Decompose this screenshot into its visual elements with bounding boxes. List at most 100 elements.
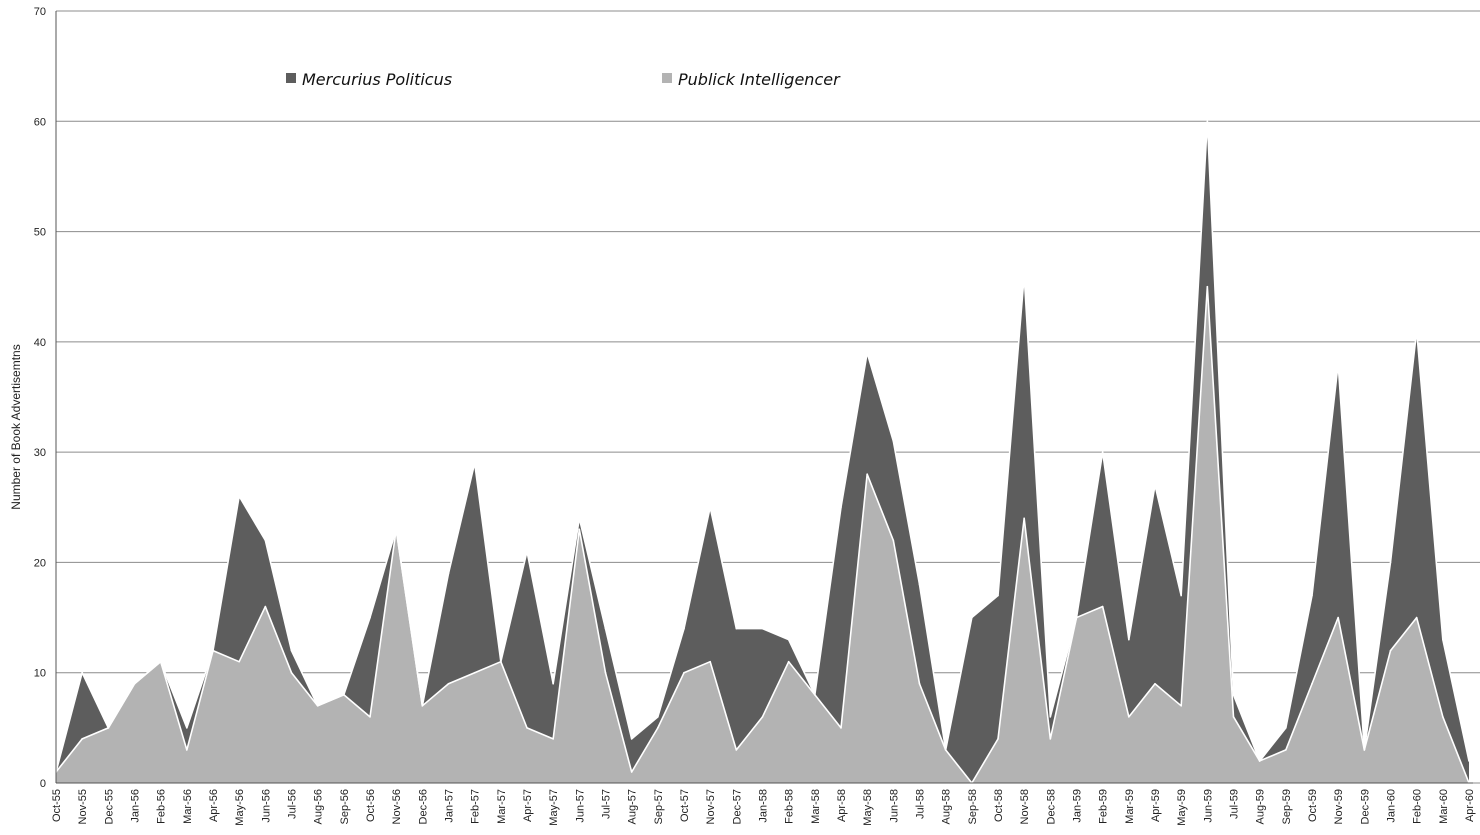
x-tick-label: Aug-57 — [627, 789, 639, 824]
data-point-mercurius-politicus — [133, 682, 136, 685]
data-point-mercurius-politicus — [290, 649, 293, 652]
data-point-publick-intelligencer — [1442, 716, 1444, 718]
data-point-mercurius-politicus — [1311, 594, 1313, 597]
y-tick-label: 10 — [34, 668, 46, 680]
x-tick-label: Feb-58 — [784, 789, 796, 824]
data-point-mercurius-politicus — [578, 517, 581, 520]
x-tick-label: Feb-57 — [470, 789, 482, 824]
x-tick-label: Jun-58 — [888, 789, 900, 823]
data-point-mercurius-politicus — [604, 627, 607, 630]
x-tick-label: Mar-57 — [496, 789, 508, 824]
data-point-mercurius-politicus — [1075, 616, 1078, 619]
data-point-mercurius-politicus — [186, 727, 188, 729]
data-point-mercurius-politicus — [343, 693, 345, 696]
x-tick-label: Sep-56 — [339, 789, 351, 824]
y-tick-label: 60 — [34, 116, 46, 128]
data-point-publick-intelligencer — [552, 738, 554, 740]
x-tick-label: Jun-59 — [1202, 789, 1214, 823]
data-point-publick-intelligencer — [1389, 649, 1392, 652]
data-point-mercurius-politicus — [892, 440, 895, 442]
data-point-mercurius-politicus — [1337, 363, 1339, 365]
x-tick-label: Nov-59 — [1333, 789, 1345, 824]
data-point-publick-intelligencer — [1180, 705, 1182, 707]
data-point-publick-intelligencer — [997, 738, 999, 740]
legend-label-mercurius-politicus: Mercurius Politicus — [302, 70, 452, 89]
x-tick-label: Aug-58 — [941, 789, 953, 824]
data-point-publick-intelligencer — [630, 771, 633, 773]
data-point-mercurius-politicus — [1285, 727, 1287, 729]
x-tick-labels: Oct-55 Nov-55 Dec-55 Jan-56 Feb-56 Mar-56 Apr-… — [51, 789, 1476, 826]
data-point-mercurius-politicus — [212, 649, 214, 652]
data-point-publick-intelligencer — [918, 682, 921, 685]
x-tick-label: May-56 — [234, 789, 246, 826]
data-point-mercurius-politicus — [709, 506, 711, 509]
data-point-publick-intelligencer — [473, 671, 476, 674]
x-tick-label: Jul-59 — [1229, 789, 1241, 819]
x-tick-label: May-57 — [548, 789, 560, 826]
data-point-mercurius-politicus — [787, 638, 790, 641]
data-point-mercurius-politicus — [1128, 638, 1130, 641]
data-point-publick-intelligencer — [186, 749, 188, 751]
x-tick-label: Nov-55 — [77, 789, 89, 824]
data-point-publick-intelligencer — [1154, 682, 1156, 685]
data-point-mercurius-politicus — [971, 616, 973, 619]
x-tick-label: May-58 — [862, 789, 874, 826]
data-point-mercurius-politicus — [630, 738, 633, 740]
data-point-mercurius-politicus — [369, 616, 371, 619]
x-tick-label: Apr-56 — [208, 789, 220, 822]
data-point-publick-intelligencer — [892, 539, 895, 542]
data-point-mercurius-politicus — [107, 727, 110, 729]
data-point-publick-intelligencer — [1232, 716, 1235, 718]
x-tick-label: Sep-58 — [967, 789, 979, 824]
data-point-publick-intelligencer — [369, 716, 371, 718]
x-tick-label: Oct-59 — [1307, 789, 1319, 822]
x-tick-label: Oct-58 — [993, 789, 1005, 822]
y-tick-labels: 0 10 20 30 40 50 60 70 — [34, 6, 46, 790]
x-tick-label: Oct-55 — [51, 789, 63, 822]
legend-swatch-publick-intelligencer — [662, 73, 672, 83]
x-tick-label: Jul-57 — [601, 789, 613, 819]
data-point-mercurius-politicus — [159, 660, 162, 663]
y-tick-label: 40 — [34, 337, 46, 349]
data-point-mercurius-politicus — [814, 693, 816, 696]
data-point-mercurius-politicus — [395, 528, 397, 531]
data-point-publick-intelligencer — [1311, 682, 1313, 685]
legend: Mercurius Politicus Publick Intelligencer — [286, 70, 841, 89]
data-point-mercurius-politicus — [1232, 693, 1235, 696]
data-point-mercurius-politicus — [1363, 749, 1366, 751]
x-tick-label: Apr-57 — [522, 789, 534, 822]
data-point-mercurius-politicus — [526, 550, 528, 553]
x-tick-label: Nov-57 — [705, 789, 717, 824]
x-tick-label: Mar-58 — [810, 789, 822, 824]
x-tick-label: Aug-59 — [1255, 789, 1267, 824]
data-point-publick-intelligencer — [709, 660, 711, 663]
y-tick-label: 70 — [34, 6, 46, 18]
x-tick-label: May-59 — [1176, 789, 1188, 826]
data-point-mercurius-politicus — [1023, 274, 1025, 277]
x-tick-label: Jan-57 — [444, 789, 456, 823]
data-point-mercurius-politicus — [447, 572, 450, 575]
data-point-mercurius-politicus — [840, 506, 842, 509]
data-point-mercurius-politicus — [264, 539, 267, 542]
data-point-mercurius-politicus — [683, 627, 685, 630]
data-point-publick-intelligencer — [1206, 285, 1209, 288]
data-point-publick-intelligencer — [290, 671, 293, 674]
y-axis-label: Number of Book Advertisemtns — [9, 344, 23, 509]
data-point-publick-intelligencer — [866, 473, 868, 476]
stacked-areas — [55, 120, 1470, 784]
data-point-mercurius-politicus — [473, 462, 476, 464]
y-tick-label: 0 — [40, 778, 46, 790]
x-tick-label: Sep-59 — [1281, 789, 1293, 824]
data-point-mercurius-politicus — [1468, 760, 1470, 762]
x-tick-label: Aug-56 — [313, 789, 325, 824]
x-tick-label: Nov-58 — [1019, 789, 1031, 824]
y-tick-label: 30 — [34, 447, 46, 459]
data-point-mercurius-politicus — [316, 705, 319, 707]
data-point-mercurius-politicus — [1049, 716, 1052, 718]
x-tick-label: Oct-57 — [679, 789, 691, 822]
data-point-publick-intelligencer — [526, 727, 528, 729]
data-point-mercurius-politicus — [238, 495, 240, 498]
data-point-publick-intelligencer — [735, 749, 738, 751]
data-point-mercurius-politicus — [657, 716, 659, 718]
data-point-mercurius-politicus — [500, 660, 502, 663]
